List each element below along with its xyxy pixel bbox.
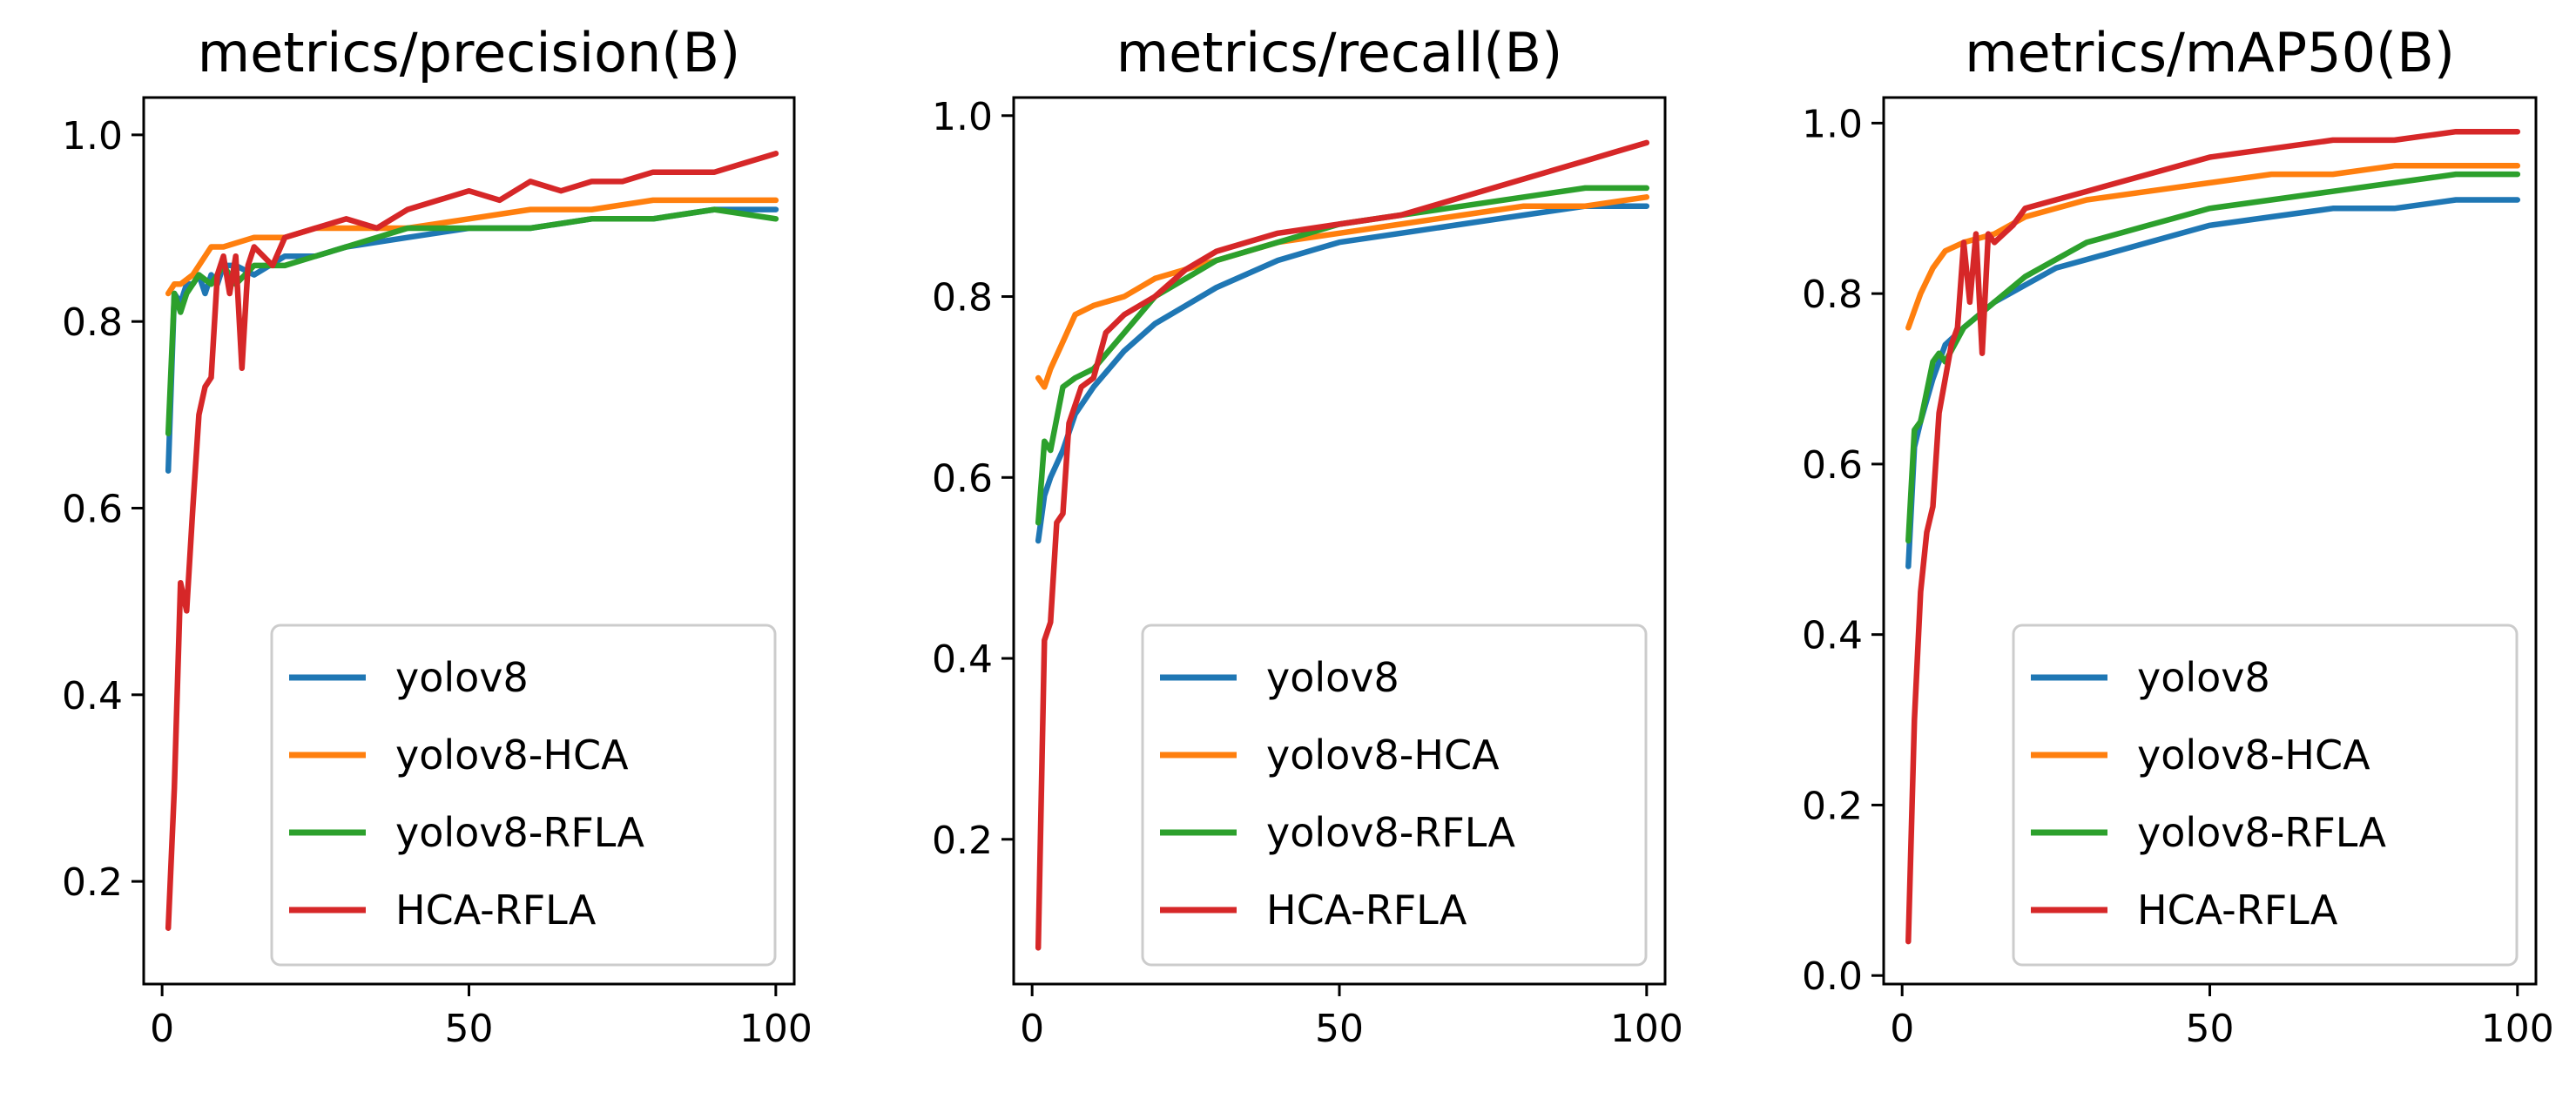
x-tick-label: 50 xyxy=(2186,1007,2235,1051)
series-line-yolov8-rfla xyxy=(1035,185,1650,526)
legend-box xyxy=(1141,624,1648,967)
y-tick-label: 1.0 xyxy=(932,95,993,139)
y-tick-label: 0.6 xyxy=(1802,443,1863,488)
y-tick-label: 0.8 xyxy=(932,276,993,320)
y-tick-label: 0.8 xyxy=(1802,273,1863,317)
y-tick-label: 0.4 xyxy=(932,637,993,682)
series-line-hca-rfla xyxy=(1035,139,1650,951)
legend-label-yolov8-hca: yolov8-HCA xyxy=(2137,732,2370,779)
legend-label-yolov8-hca: yolov8-HCA xyxy=(1266,732,1500,779)
series-line-hca-rfla xyxy=(1905,128,2521,945)
chart-title: metrics/recall(B) xyxy=(1116,21,1563,84)
legend-label-yolov8: yolov8 xyxy=(2137,654,2270,701)
x-tick-label: 0 xyxy=(1890,1007,1914,1051)
y-tick-label: 0.6 xyxy=(932,456,993,501)
legend-label-yolov8-rfla: yolov8-RFLA xyxy=(2137,809,2386,856)
y-tick-label: 0.0 xyxy=(1802,954,1863,999)
series-line-yolov8 xyxy=(1035,203,1650,544)
legend-box xyxy=(2012,624,2519,967)
series-line-hca-rfla xyxy=(165,151,779,931)
y-tick-label: 1.0 xyxy=(1802,102,1863,146)
legend-label-yolov8: yolov8 xyxy=(395,654,529,701)
y-tick-label: 0.4 xyxy=(62,674,123,718)
series-line-yolov8 xyxy=(1905,197,2521,570)
series-line-yolov8-rfla xyxy=(165,206,779,437)
legend-box xyxy=(270,624,777,967)
x-tick-label: 0 xyxy=(150,1007,174,1051)
chart-panel-2: 0 50 100 0.2 0.4 0.6 0.8 1.0 metrics/recall(B) yo… xyxy=(932,21,1683,1051)
x-tick-label: 100 xyxy=(739,1007,813,1051)
y-tick-label: 0.2 xyxy=(932,819,993,863)
chart-title: metrics/mAP50(B) xyxy=(1965,21,2455,84)
series-line-yolov8-rfla xyxy=(1905,171,2521,544)
y-tick-label: 0.2 xyxy=(1802,784,1863,828)
legend-label-yolov8-rfla: yolov8-RFLA xyxy=(395,809,644,856)
chart-panel-1: 0 50 100 0.2 0.4 0.6 0.8 1.0 metrics/precision(B… xyxy=(62,21,813,1051)
series-group xyxy=(1905,128,2521,945)
legend: yolov8 yolov8-HCA yolov8-RFLA HCA-RFLA xyxy=(1141,624,1648,967)
x-tick-label: 100 xyxy=(2481,1007,2554,1051)
series-line-yolov8-hca xyxy=(1905,163,2521,331)
legend-label-hca-rfla: HCA-RFLA xyxy=(1266,887,1467,934)
chart-panel-3: 0 50 100 0.0 0.2 0.4 0.6 0.8 1.0 metrics/mAP50(B)… xyxy=(1802,21,2554,1051)
series-group xyxy=(1035,139,1650,951)
legend-label-yolov8-rfla: yolov8-RFLA xyxy=(1266,809,1515,856)
y-tick-label: 0.8 xyxy=(62,300,123,345)
y-tick-label: 0.2 xyxy=(62,860,123,905)
legend-label-hca-rfla: HCA-RFLA xyxy=(2137,887,2338,934)
y-tick-label: 1.0 xyxy=(62,114,123,158)
x-tick-label: 50 xyxy=(1315,1007,1364,1051)
x-tick-label: 50 xyxy=(445,1007,494,1051)
legend-label-hca-rfla: HCA-RFLA xyxy=(395,887,597,934)
series-group xyxy=(165,151,779,931)
x-tick-label: 0 xyxy=(1020,1007,1044,1051)
y-tick-label: 0.6 xyxy=(62,487,123,531)
chart-title: metrics/precision(B) xyxy=(198,21,740,84)
y-tick-label: 0.4 xyxy=(1802,614,1863,658)
legend: yolov8 yolov8-HCA yolov8-RFLA HCA-RFLA xyxy=(270,624,777,967)
legend-label-yolov8-hca: yolov8-HCA xyxy=(395,732,629,779)
legend-label-yolov8: yolov8 xyxy=(1266,654,1399,701)
x-tick-label: 100 xyxy=(1610,1007,1683,1051)
legend: yolov8 yolov8-HCA yolov8-RFLA HCA-RFLA xyxy=(2012,624,2519,967)
